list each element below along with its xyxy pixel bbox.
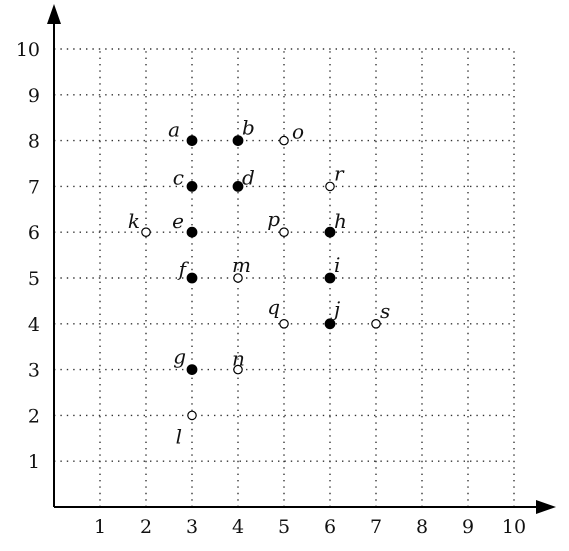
- point-label-d: d: [242, 165, 255, 189]
- axes: [47, 4, 556, 514]
- point-label-b: b: [242, 116, 255, 140]
- point-h: [324, 226, 336, 238]
- point-label-h: h: [334, 209, 347, 233]
- point-q: [279, 318, 289, 329]
- point-a: [186, 135, 198, 147]
- x-tick-label: 7: [370, 516, 382, 538]
- point-g: [186, 364, 198, 376]
- x-tick-label: 9: [462, 516, 474, 538]
- point-label-e: e: [172, 209, 184, 233]
- y-axis-arrow: [47, 4, 61, 24]
- x-tick-label: 3: [186, 516, 198, 538]
- point-c: [186, 180, 198, 192]
- y-tick-label: 4: [28, 314, 40, 336]
- point-label-o: o: [292, 120, 304, 144]
- x-tick-label: 8: [416, 516, 428, 538]
- point-label-g: g: [173, 345, 186, 369]
- y-tick-label: 8: [28, 131, 40, 153]
- y-tick-label: 3: [28, 360, 40, 382]
- point-label-j: j: [330, 297, 340, 321]
- data-points: a b oc d rk e p hf m iq j sg nl: [128, 116, 390, 449]
- point-f: [186, 272, 198, 284]
- point-e: [186, 226, 198, 238]
- point-j: [324, 318, 336, 330]
- point-i: [324, 272, 336, 284]
- point-label-a: a: [168, 118, 180, 142]
- x-axis-arrow: [536, 500, 556, 514]
- point-m: [233, 273, 243, 283]
- y-tick-label: 1: [28, 451, 40, 473]
- y-tick-label: 10: [16, 39, 40, 61]
- point-label-k: k: [128, 209, 140, 233]
- point-b: [232, 135, 244, 147]
- y-tick-label: 2: [28, 405, 40, 427]
- y-tick-label: 6: [28, 222, 40, 244]
- point-label-s: s: [380, 299, 390, 323]
- x-tick-label: 2: [140, 516, 152, 538]
- point-d: [232, 180, 244, 192]
- point-label-i: i: [334, 253, 340, 277]
- point-label-n: n: [232, 347, 245, 371]
- point-label-c: c: [173, 165, 184, 189]
- point-n: [233, 364, 243, 375]
- x-tick-label: 6: [324, 516, 336, 538]
- point-label-r: r: [334, 161, 345, 185]
- point-p: [279, 227, 289, 237]
- y-tick-label: 9: [28, 85, 40, 107]
- point-label-q: q: [267, 295, 280, 319]
- point-k: [141, 227, 151, 237]
- x-tick-label: 10: [502, 516, 526, 538]
- y-tick-label: 5: [28, 268, 40, 290]
- point-o: [279, 135, 289, 146]
- point-label-p: p: [267, 207, 280, 231]
- point-label-l: l: [176, 424, 182, 448]
- x-tick-label: 1: [94, 516, 106, 538]
- point-r: [325, 181, 335, 192]
- y-tick-label: 7: [28, 176, 40, 198]
- grid-lines: [54, 48, 515, 507]
- tick-labels: 1 2 3 4 5 6 7 8 9 10 1 2 3 4 5 6 7 8 9 10: [16, 39, 526, 538]
- point-s: [371, 318, 381, 329]
- point-label-m: m: [232, 253, 251, 277]
- point-l: [187, 410, 197, 421]
- x-tick-label: 4: [232, 516, 244, 538]
- x-tick-label: 5: [278, 516, 290, 538]
